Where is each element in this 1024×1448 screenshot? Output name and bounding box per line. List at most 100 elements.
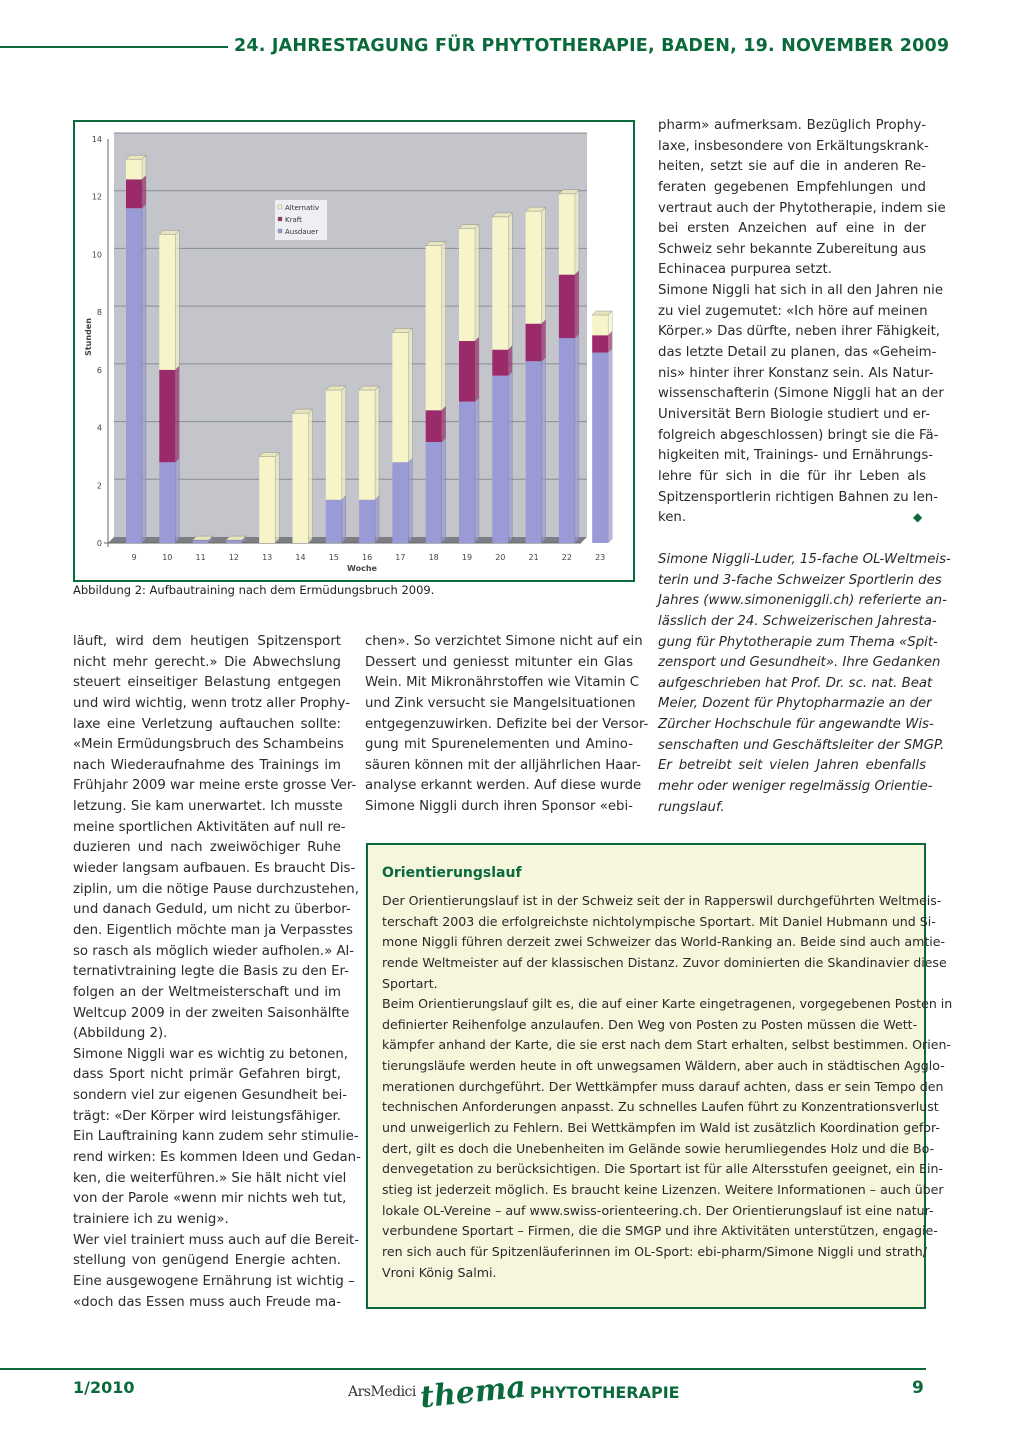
text-line: analyse erkannt werden. Auf diese wurde [365,778,642,794]
page-number: 9 [912,1378,924,1398]
bar-ausdauer [592,352,609,543]
bar-side [441,405,446,443]
bar-side [275,452,280,544]
text-line: «doch das Essen muss auch Freude ma- [73,1294,341,1310]
text-line: stellung von genügend Energie achten. [73,1253,341,1269]
text-line: Eine ausgewogene Ernährung ist wichtig – [73,1273,355,1289]
bar-ausdauer [159,462,176,543]
x-tick-label: 9 [131,553,136,562]
text-line: säuren können mit der alljährlichen Haar… [365,757,641,773]
text-line: stieg ist jederzeit möglich. Es braucht … [382,1181,944,1197]
text-line: letzung. Sie kam unerwartet. Ich musste [73,799,343,815]
x-tick-label: 10 [162,553,172,562]
text-line: Simone Niggli hat sich in all den Jahren… [658,283,943,299]
text-line: Schweiz sehr bekannte Zubereitung aus [658,241,926,257]
text-line: den. Eigentlich möchte man ja Verpasstes [73,922,353,938]
text-line: mehr oder weniger regelmässig Orientie- [658,779,933,795]
bar-side [374,385,380,501]
text-line: gung für Phytotherapie zum Thema «Spit- [658,634,938,650]
text-line: dass Sport nicht primär Gefahren birgt, [73,1067,341,1083]
text-line: steuert einseitiger Belastung entgegen [73,675,341,691]
text-line: Simone Niggli-Luder, 15-fache OL-Weltmei… [658,552,951,567]
text-line: merationen durchgeführt. Der Wettkämpfer… [382,1078,944,1094]
text-line: Sportart. [382,975,438,991]
figure-chart: 0 2 4 6 8 10 12 14 9 10 11 12 13 14 15 16 17 18 19 20 21 22 23… [73,120,635,582]
text-line: Frühjahr 2009 war meine erste grosse Ver… [73,778,357,794]
text-line: vertraut auch der Phytotherapie, indem s… [658,200,946,216]
text-line: das letzte Detail zu planen, das «Geheim… [658,345,937,361]
text-line: nicht mehr gerecht.» Die Abwechslung [73,654,341,670]
journal-logo: ArsMedici thema PHYTOTHERAPIE [348,1369,680,1415]
x-tick-label: 21 [529,553,539,562]
x-axis-label: Woche [347,564,377,573]
text-line: laxe, insbesondere von Erkältungskrank- [658,138,929,154]
plot-background [114,133,587,537]
text-line: verbundene Sportart – Firmen, die die SM… [382,1223,938,1239]
left-column-text: läuft, wird dem heutigen Spitzensport nic… [73,632,361,1313]
bar-alternativ [392,332,409,463]
bar-ausdauer [459,401,475,543]
bar-kraft [159,369,176,463]
bar-alternativ [325,390,342,500]
bar-top [292,408,313,414]
text-line: trainiere ich zu wenig». [73,1211,229,1227]
text-line: lehre für sich in die für ihr Leben als [658,468,926,484]
text-line: ternativtraining legte die Basis zu den … [73,964,349,980]
text-line: feraten gegebenen Empfehlungen und [658,179,926,195]
bar-side [508,371,513,544]
bar-ausdauer [192,540,209,543]
text-line: «Mein Ermüdungsbruch des Schambeins [73,737,344,753]
text-line: läuft, wird dem heutigen Spitzensport [73,634,341,649]
bar-kraft [558,274,575,339]
bar-alternativ [259,456,276,543]
text-line: rend wirken: Es kommen Ideen und Gedan- [73,1150,361,1166]
text-line: Zürcher Hochschule für angewandte Wis- [658,717,934,733]
y-axis-label: Stunden [84,318,93,356]
text-line: Beim Orientierungslauf gilt es, die auf … [382,996,953,1012]
text-line: zensport und Gesundheit». Ihre Gedanken [658,655,941,671]
text-line: Wer viel trainiert muss auch auf die Ber… [73,1232,360,1248]
text-line: und unweigerlich zu Fehlern. Bei Wettkäm… [382,1120,940,1136]
text-line: entgegenzuwirken. Defizite bei der Verso… [365,716,649,732]
bar-alternativ [558,193,575,275]
text-line: technischen Anforderungen anpasst. Zu sc… [382,1099,939,1115]
bar-top [225,535,247,541]
logo-thema: thema [418,1369,528,1415]
bar-top [591,310,613,316]
text-line: heiten, setzt sie auf die in anderen Re- [658,159,926,175]
middle-column-text: chen». So verzichtet Simone nicht auf ei… [365,632,649,818]
text-line: ken, die weiterführen.» Sie hält nicht v… [73,1170,347,1186]
bar-side [574,270,580,339]
header-title: 24. JAHRESTAGUNG FÜR PHYTOTHERAPIE, BADE… [234,36,950,56]
bar-side [175,365,180,463]
info-box-title: Orientierungslauf [382,865,522,881]
text-line: sondern viel zur eigenen Gesundheit bei- [73,1088,348,1104]
legend-label: Kraft [285,216,302,224]
bar-ausdauer [525,361,542,543]
bar-top [458,224,480,229]
text-line: bei ersten Anzeichen auf eine in der [658,221,926,237]
text-line: trägt: «Der Körper wird leistungsfähiger… [73,1108,341,1124]
bar-alternativ [359,390,376,500]
text-line: denvegetation zu berücksichtigen. Die Sp… [382,1161,944,1177]
bar-side [541,206,546,325]
bar-alternativ [525,211,542,324]
legend-label: Alternativ [285,204,319,212]
bar-side [374,495,380,544]
text-line: wieder langsam aufbauen. Es braucht Dis- [73,861,356,877]
text-line: Wein. Mit Mikronährstoffen wie Vitamin C [365,675,640,691]
bar-ausdauer [492,375,509,543]
bar-kraft [492,349,509,376]
y-tick-label: 8 [97,308,102,317]
legend: Alternativ Kraft Ausdauer [275,200,327,240]
text-line: folgen an der Weltmeisterschaft und im [73,984,341,1000]
bar-side [441,437,446,544]
text-line: nach Wiederaufnahme des Trainings im [73,757,341,773]
footer-rule [0,1368,926,1370]
bar-top [358,385,380,391]
plot-floor [108,537,587,543]
text-line: ken. [658,510,687,526]
text-line: Weltcup 2009 in der zweiten Saisonhälfte [73,1005,350,1021]
bar-top [491,212,513,218]
